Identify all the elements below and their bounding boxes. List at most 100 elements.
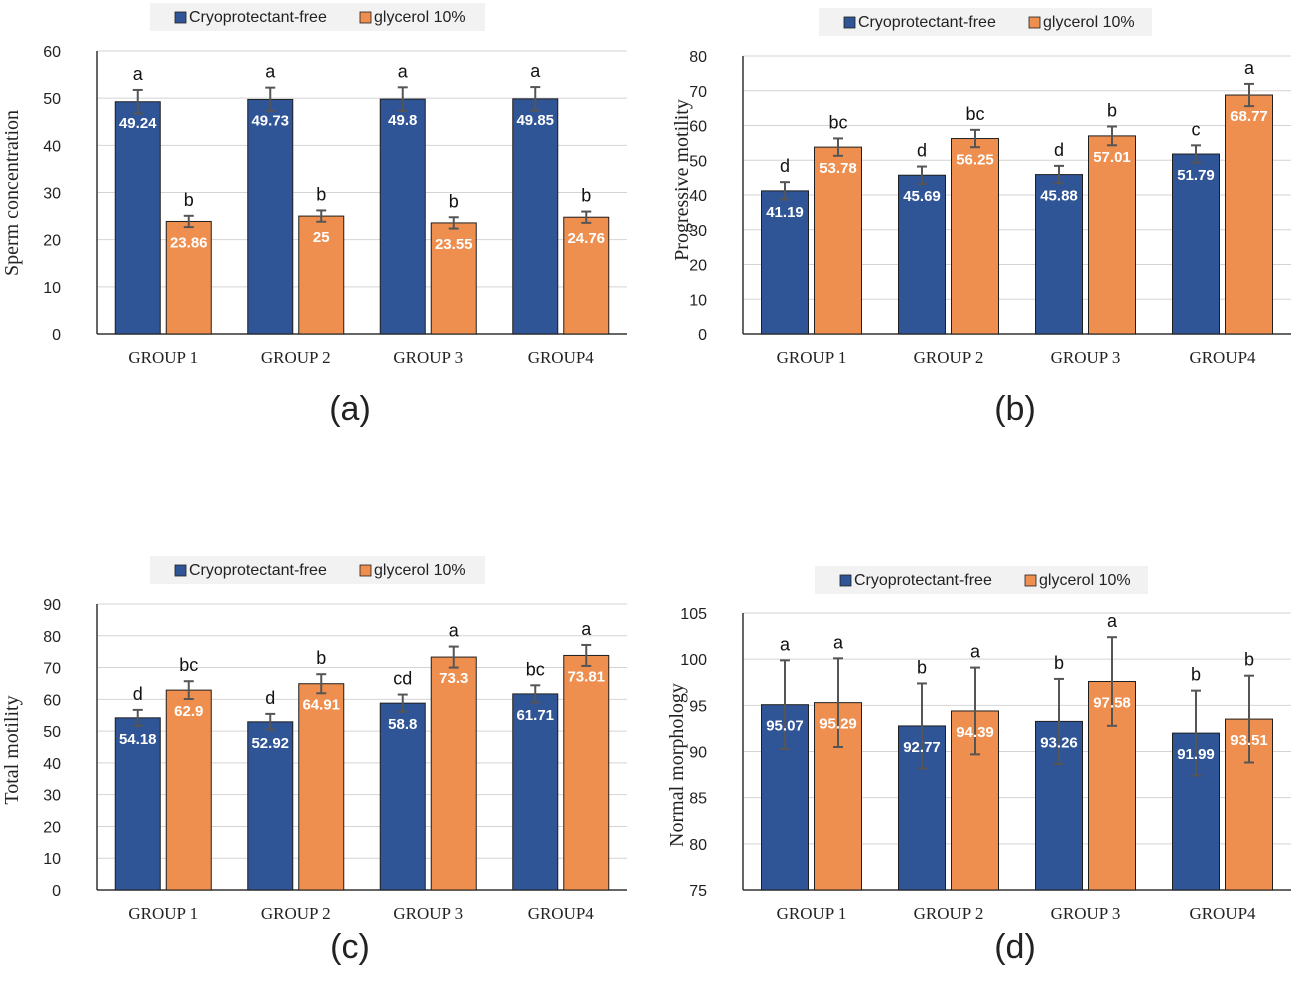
x-tick-label-b: GROUP 1 — [777, 348, 847, 367]
bar-c-cryo — [512, 693, 559, 891]
legend-label-glycerol-c: glycerol 10% — [374, 562, 466, 579]
x-tick-label-a: GROUP4 — [528, 348, 595, 367]
x-tick-label-d: GROUP 3 — [1051, 904, 1121, 923]
significance-letter-a: a — [530, 61, 541, 81]
bar-b-cryo — [1035, 174, 1083, 335]
bar-a-cryo — [379, 98, 426, 335]
y-tick-label-b: 40 — [689, 188, 707, 205]
significance-letter-b: d — [780, 156, 790, 176]
x-tick-label-c: GROUP 2 — [261, 904, 331, 923]
y-tick-label-d: 85 — [689, 791, 707, 808]
y-tick-label-c: 70 — [43, 661, 61, 678]
y-tick-label-a: 20 — [43, 233, 61, 250]
y-tick-label-b: 80 — [689, 49, 707, 66]
data-label-a: 25 — [313, 229, 330, 246]
bar-c-glycerol — [430, 656, 477, 891]
y-tick-label-b: 20 — [689, 258, 707, 275]
data-label-c: 52.92 — [251, 735, 289, 752]
y-tick-label-a: 10 — [43, 280, 61, 297]
data-label-c: 64.91 — [302, 697, 340, 714]
significance-letter-a: b — [449, 191, 459, 211]
data-label-a: 49.73 — [251, 112, 289, 129]
data-label-b: 68.77 — [1230, 108, 1268, 125]
significance-letter-c: b — [316, 648, 326, 668]
x-tick-label-a: GROUP 1 — [128, 348, 198, 367]
legend-label-cryo-b: Cryoprotectant-free — [858, 14, 996, 31]
x-tick-label-a: GROUP 2 — [261, 348, 331, 367]
y-tick-label-c: 20 — [43, 819, 61, 836]
significance-letter-d: b — [1054, 653, 1064, 673]
x-tick-label-d: GROUP 2 — [914, 904, 984, 923]
caption-c: (c) — [330, 928, 370, 966]
y-tick-label-a: 60 — [43, 44, 61, 61]
significance-letter-d: b — [1244, 650, 1254, 670]
data-label-b: 53.78 — [819, 160, 857, 177]
significance-letter-b: b — [1107, 101, 1117, 121]
bar-c-glycerol — [298, 683, 345, 891]
legend-swatch-glycerol-a — [359, 11, 372, 24]
significance-letter-c: d — [133, 684, 143, 704]
data-label-d: 92.77 — [903, 739, 941, 756]
data-label-d: 93.51 — [1230, 732, 1268, 749]
data-label-c: 54.18 — [119, 731, 157, 748]
y-tick-label-c: 80 — [43, 629, 61, 646]
significance-letter-c: cd — [393, 669, 412, 689]
significance-letter-b: a — [1244, 58, 1255, 78]
data-label-b: 57.01 — [1093, 149, 1131, 166]
y-tick-label-b: 50 — [689, 153, 707, 170]
y-tick-label-b: 10 — [689, 292, 707, 309]
data-label-d: 94.39 — [956, 724, 994, 741]
significance-letter-d: a — [970, 642, 981, 662]
bar-b-glycerol — [1088, 135, 1136, 335]
legend-label-glycerol-a: glycerol 10% — [374, 9, 466, 26]
significance-letter-a: b — [581, 186, 591, 206]
legend-box-c — [150, 556, 485, 584]
y-axis-label-a: Sperm concentration — [1, 110, 23, 276]
significance-letter-b: bc — [828, 112, 847, 132]
data-label-c: 61.71 — [516, 707, 554, 724]
y-tick-label-d: 100 — [680, 652, 707, 669]
data-label-c: 73.81 — [567, 668, 605, 685]
y-tick-label-a: 50 — [43, 91, 61, 108]
x-tick-label-c: GROUP 1 — [128, 904, 198, 923]
caption-d: (d) — [994, 928, 1036, 966]
data-label-d: 95.07 — [766, 718, 804, 735]
legend-swatch-cryo-d — [839, 574, 852, 587]
bar-b-glycerol — [814, 146, 862, 335]
bar-c-cryo — [114, 717, 161, 891]
bar-a-cryo — [247, 98, 294, 335]
bar-c-glycerol — [563, 654, 610, 891]
bar-a-cryo — [114, 101, 161, 335]
y-tick-label-c: 60 — [43, 692, 61, 709]
legend-swatch-cryo-c — [174, 564, 187, 577]
y-tick-label-b: 70 — [689, 84, 707, 101]
significance-letter-d: a — [1107, 611, 1118, 631]
significance-letter-c: bc — [179, 655, 198, 675]
bar-b-glycerol — [1225, 94, 1273, 335]
bar-b-cryo — [898, 174, 946, 335]
significance-letter-d: b — [1191, 665, 1201, 685]
significance-letter-c: a — [581, 619, 592, 639]
significance-letter-a: a — [133, 64, 144, 84]
y-tick-label-d: 105 — [680, 606, 707, 623]
data-label-c: 62.9 — [174, 703, 203, 720]
y-tick-label-d: 75 — [689, 883, 707, 900]
y-tick-label-a: 40 — [43, 138, 61, 155]
y-tick-label-b: 0 — [698, 327, 707, 344]
data-label-b: 45.88 — [1040, 188, 1078, 205]
data-label-a: 49.8 — [388, 112, 417, 129]
y-tick-label-b: 30 — [689, 223, 707, 240]
data-label-a: 49.85 — [516, 112, 554, 129]
y-tick-label-c: 0 — [52, 883, 61, 900]
y-tick-label-d: 95 — [689, 698, 707, 715]
data-label-c: 58.8 — [388, 716, 417, 733]
significance-letter-a: b — [184, 190, 194, 210]
legend-label-cryo-d: Cryoprotectant-free — [854, 572, 992, 589]
y-tick-label-c: 10 — [43, 851, 61, 868]
significance-letter-c: d — [265, 688, 275, 708]
significance-letter-a: a — [265, 62, 276, 82]
y-tick-label-a: 0 — [52, 327, 61, 344]
y-axis-label-b: Progressive motility — [671, 99, 693, 261]
significance-letter-d: a — [833, 632, 844, 652]
data-label-d: 91.99 — [1177, 746, 1215, 763]
